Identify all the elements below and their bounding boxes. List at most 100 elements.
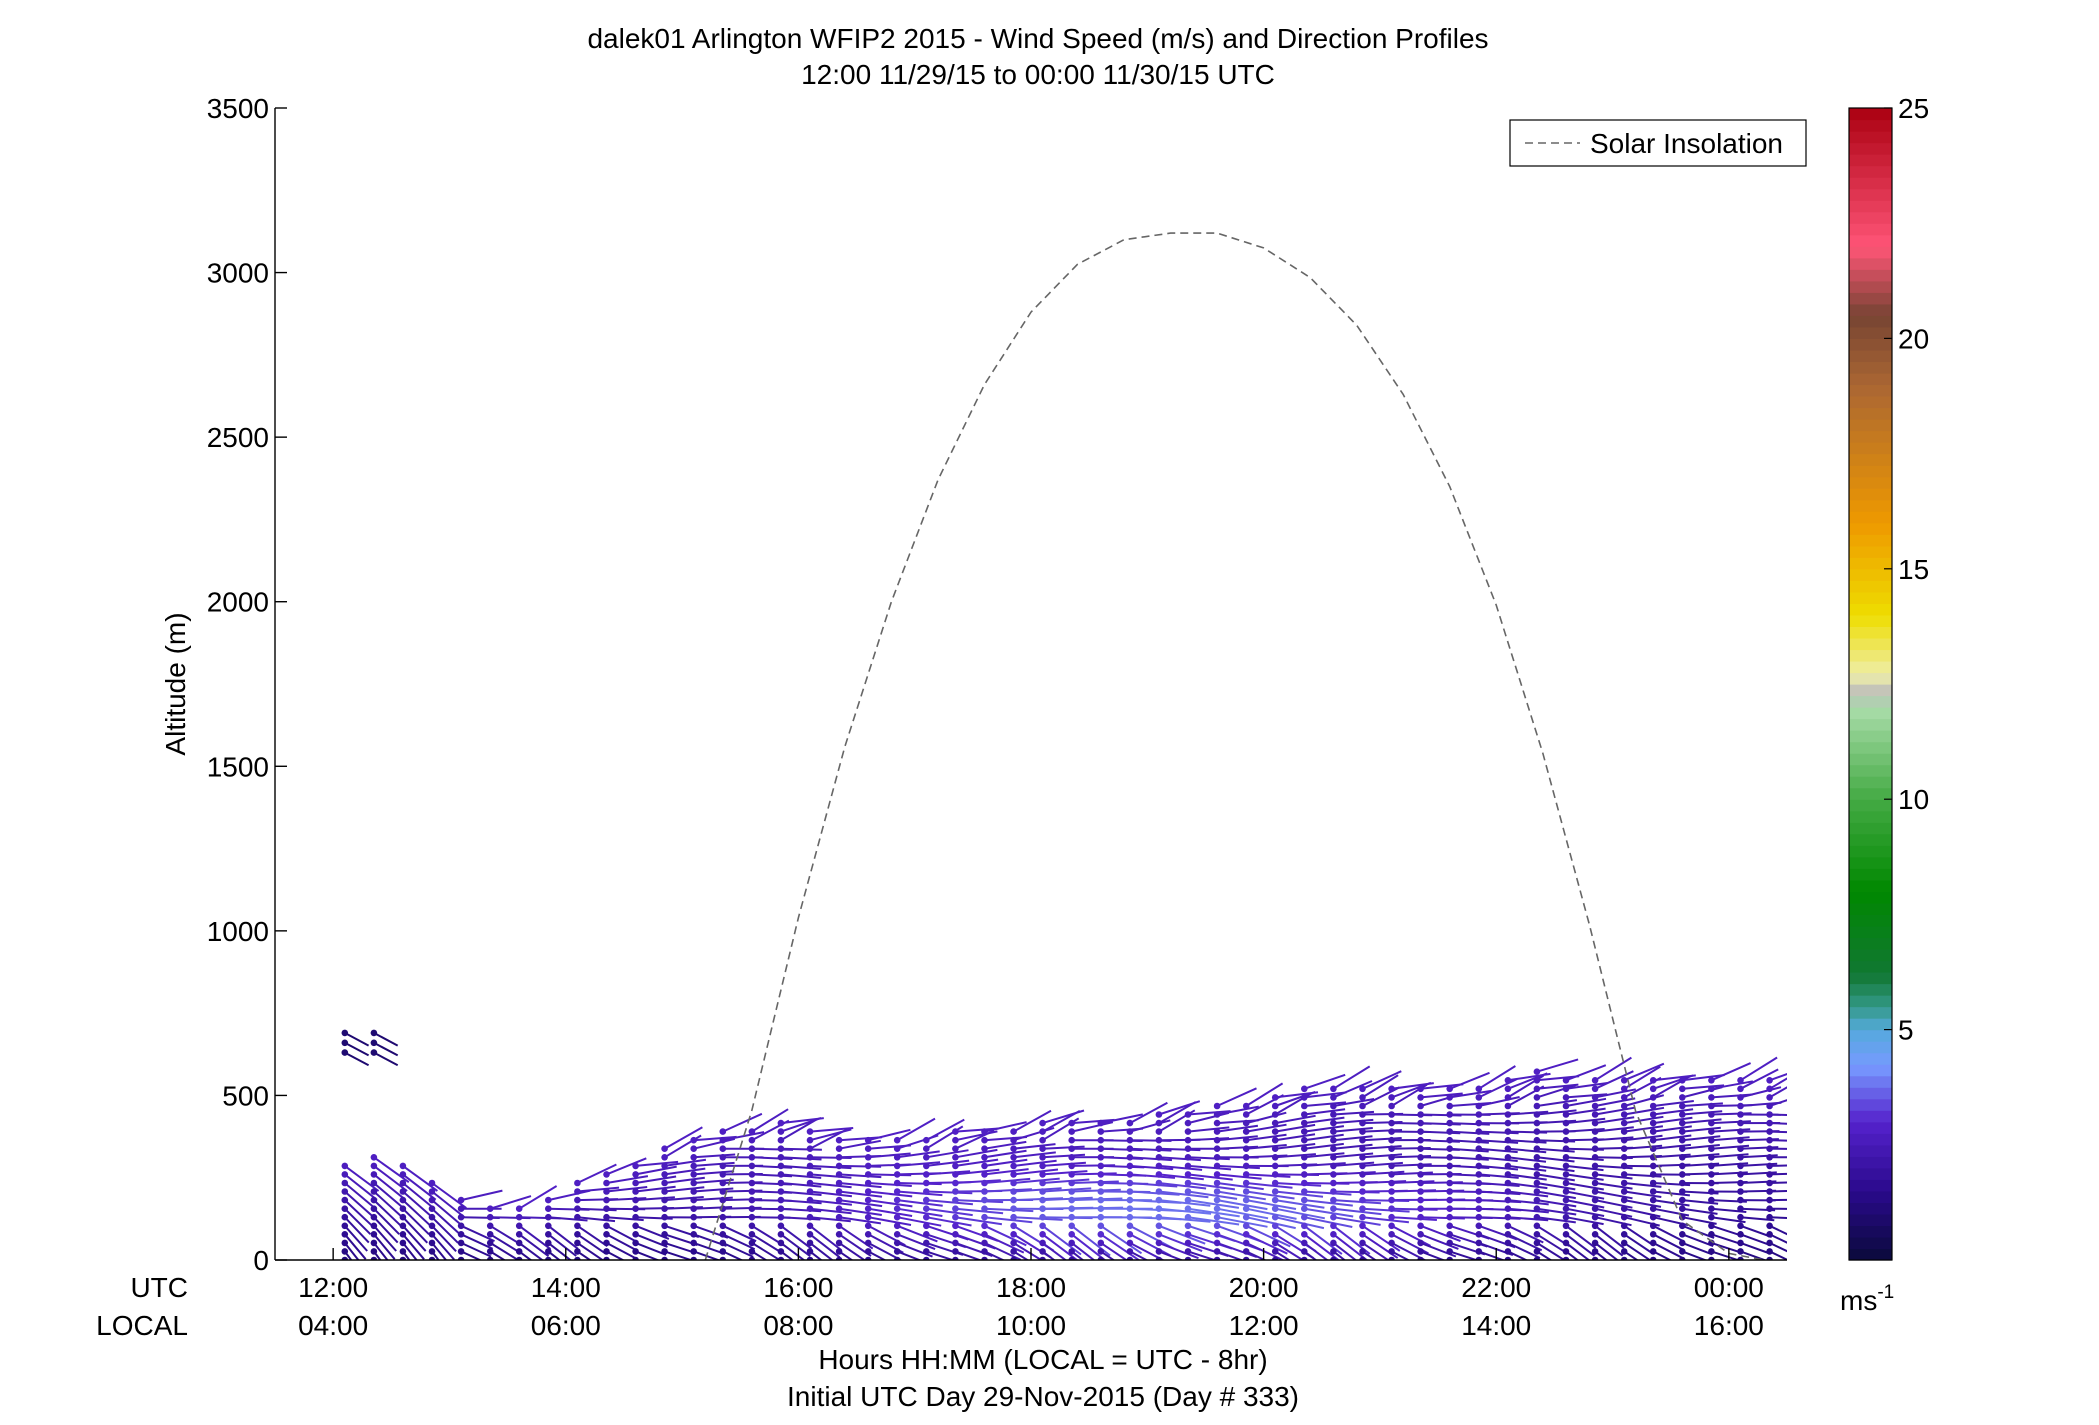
barb-t34-l15-stick (1333, 1127, 1373, 1133)
barb-iso-t1-l2-stick (373, 1032, 399, 1047)
barb-t9-l10-stick (606, 1157, 647, 1176)
barb-t33-l1-stick (1303, 1250, 1318, 1260)
barb-t35-l11-stick (1362, 1161, 1403, 1167)
barb-t12-l14-stick (693, 1135, 737, 1142)
barb-t7-l7-stick (548, 1189, 591, 1202)
barb-t44-l15-stick (1624, 1125, 1664, 1133)
barb-t49-l21-stick (1769, 1072, 1787, 1082)
barb-t1-l5-stick (373, 1216, 399, 1244)
barb-t48-l16-dot (1737, 1119, 1744, 1127)
barb-t42-l15 (1562, 1128, 1605, 1135)
barb-t31-l14-stick (1246, 1133, 1287, 1142)
barb-t6-l4-dot (515, 1222, 523, 1230)
barb-t38-l15-stick (1449, 1130, 1490, 1135)
barb-t31-l10-dot (1242, 1171, 1250, 1178)
barb-t18-l9-dot (864, 1179, 872, 1187)
barb-t34-l7-dot (1330, 1196, 1337, 1204)
barb-t3-l8 (428, 1188, 465, 1218)
barb-t32-l5 (1271, 1213, 1325, 1230)
barb-t31-l18-stick (1245, 1082, 1284, 1107)
barb-t5-l2-stick (489, 1242, 520, 1260)
barb-t43-l19-stick (1594, 1088, 1636, 1099)
barb-t42-l19 (1562, 1093, 1608, 1101)
barb-t24-l9-dot (1039, 1179, 1046, 1187)
barb-t39-l15-stick (1478, 1130, 1519, 1135)
barb-t46-l18-dot (1679, 1102, 1686, 1110)
barb-t33-l11-stick (1304, 1162, 1346, 1167)
colorbar-band-57 (1849, 591, 1892, 604)
barb-t34-l15 (1330, 1127, 1373, 1135)
barb-t44-l19-dot (1620, 1094, 1628, 1101)
barb-t15-l13 (777, 1145, 822, 1152)
barb-t48-l17-dot (1737, 1111, 1744, 1118)
barb-t34-l1 (1330, 1248, 1347, 1260)
barb-t13-l14 (719, 1131, 765, 1144)
barb-t33-l12-stick (1304, 1152, 1345, 1159)
barb-t12-l14 (690, 1135, 737, 1144)
barb-t44-l17-dot (1620, 1111, 1628, 1118)
barb-t41-l7 (1533, 1196, 1577, 1208)
barb-t36-l0-stick (1391, 1259, 1394, 1260)
barb-t32-l14-stick (1275, 1133, 1316, 1142)
barb-t20-l10-stick (926, 1170, 971, 1176)
barb-t35-l10-dot (1359, 1171, 1366, 1178)
barb-t17-l1-dot (835, 1248, 843, 1255)
barb-t4-l4 (457, 1222, 495, 1243)
barb-t1-l9-dot (370, 1179, 378, 1187)
barb-t8-l4-stick (576, 1224, 608, 1248)
barb-t35-l12-dot (1359, 1154, 1366, 1161)
barb-t5-l0-stick (490, 1259, 493, 1260)
barb-t43-l18-stick (1594, 1097, 1636, 1107)
barb-t39-l8 (1475, 1188, 1521, 1196)
barb-t41-l5-dot (1533, 1213, 1541, 1221)
barb-t16-l15-dot (806, 1128, 814, 1135)
barb-t45-l5-dot (1649, 1213, 1657, 1221)
barb-t35-l6-stick (1362, 1207, 1410, 1213)
barb-t3-l2-dot (428, 1239, 436, 1247)
barb-t17-l3-dot (835, 1231, 843, 1238)
barb-t40-l3-stick (1507, 1233, 1543, 1252)
barb-t44-l7-dot (1620, 1196, 1628, 1204)
barb-t49-l18 (1766, 1099, 1787, 1110)
barb-t43-l10-stick (1594, 1173, 1633, 1180)
barb-t19-l1 (893, 1248, 923, 1260)
y-tick-label-1: 500 (222, 1080, 269, 1111)
barb-t10-l7 (632, 1196, 675, 1204)
barb-t47-l19-dot (1708, 1094, 1715, 1101)
barb-t33-l15-stick (1304, 1125, 1345, 1133)
barb-t38-l12-stick (1449, 1156, 1489, 1161)
barb-t16-l2-dot (806, 1239, 814, 1247)
barb-t46-l17-dot (1679, 1111, 1686, 1118)
barb-t37-l19 (1417, 1092, 1463, 1101)
barb-t0-l4 (341, 1222, 368, 1252)
barb-t36-l12-stick (1391, 1155, 1432, 1159)
barb-t11-l11-dot (661, 1162, 668, 1170)
barb-t40-l1-stick (1507, 1250, 1529, 1260)
barb-t33-l6-stick (1304, 1207, 1354, 1218)
barb-t8-l4 (574, 1222, 608, 1248)
barb-t44-l0-dot (1620, 1256, 1628, 1260)
barb-t8-l5-stick (577, 1216, 616, 1223)
barb-t9-l8-stick (606, 1186, 648, 1193)
barb-t18-l10-dot (864, 1171, 872, 1178)
barb-t35-l14-dot (1359, 1136, 1366, 1144)
barb-t39-l15 (1475, 1128, 1519, 1135)
barb-t42-l7-stick (1565, 1199, 1605, 1209)
barb-t40-l17-dot (1504, 1111, 1512, 1118)
barb-t28-l11-stick (1158, 1164, 1203, 1171)
barb-t25-l2 (1068, 1239, 1096, 1260)
barb-t25-l0-dot (1068, 1256, 1075, 1260)
barb-t33-l8-stick (1304, 1190, 1352, 1196)
barb-t32-l2 (1271, 1239, 1305, 1260)
barb-t38-l18-dot (1446, 1102, 1453, 1110)
barb-t38-l19-dot (1446, 1094, 1453, 1101)
barb-t24-l8-stick (1042, 1187, 1092, 1193)
barb-t43-l10-dot (1591, 1171, 1599, 1178)
y-tick-label-3: 1500 (207, 751, 269, 782)
barb-t41-l21-dot (1533, 1077, 1541, 1084)
barb-t28-l17-dot (1155, 1111, 1163, 1118)
barb-t41-l1-dot (1533, 1248, 1541, 1255)
barb-t28-l4-dot (1155, 1222, 1163, 1230)
barb-t43-l0-dot (1591, 1256, 1599, 1260)
barb-t40-l21-dot (1504, 1077, 1512, 1084)
